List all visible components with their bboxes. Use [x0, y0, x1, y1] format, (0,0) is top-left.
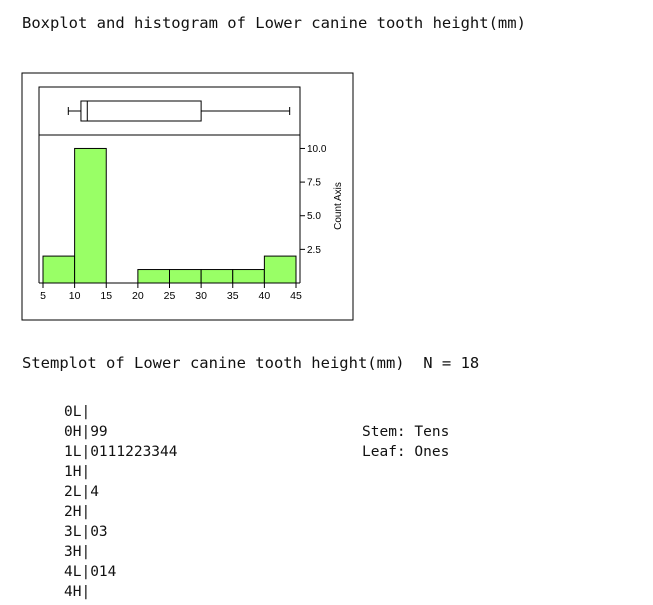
histogram-boxplot-figure: 5 10 15 20 25 30 35 40 45 10.0 7.5 5.0 2.5 Count Ax…: [21, 72, 354, 321]
count-tick-label: 7.5: [307, 178, 321, 189]
x-tick-label: 25: [164, 290, 176, 302]
boxplot-box: [80, 100, 202, 122]
stemplot-row: 1L|0111223344: [64, 444, 178, 460]
count-tick-label: 5.0: [307, 211, 321, 222]
x-axis-ticks: 5 10 15 20 25 30 35 40 45: [40, 283, 302, 302]
x-tick-label: 15: [100, 290, 112, 302]
stem-note: Stem: Tens: [362, 424, 450, 440]
chart-title: Boxplot and histogram of Lower canine to…: [22, 14, 526, 32]
stemplot-row: 0H|99: [64, 424, 108, 440]
stemplot-row: 2H|: [64, 504, 91, 520]
x-tick-label: 35: [227, 290, 239, 302]
histogram-bar: [74, 147, 107, 284]
count-axis-ticks: 10.0 7.5 5.0 2.5: [300, 144, 327, 256]
stemplot-row: 4L|014: [64, 564, 117, 580]
stemplot-title: Stemplot of Lower canine tooth height(mm…: [22, 354, 480, 372]
stemplot-row: 4H|: [64, 584, 91, 600]
boxplot: [67, 100, 291, 122]
x-tick-label: 40: [259, 290, 271, 302]
count-tick-label: 2.5: [307, 245, 321, 256]
x-tick-label: 45: [290, 290, 302, 302]
count-tick-label: 10.0: [307, 144, 327, 155]
leaf-note: Leaf: Ones: [362, 444, 450, 460]
histogram-bar: [232, 269, 265, 284]
histogram-bar: [42, 255, 76, 284]
stemplot-row: 0L|: [64, 404, 91, 420]
stemplot-legend: Stem: Tens Leaf: Ones: [362, 422, 449, 462]
stemplot-row: 2L|4: [64, 484, 99, 500]
stemplot-rows: 0L| 0H|99 1L|0111223344 1H| 2L|4 2H| 3L|03 3H| 4…: [64, 402, 178, 602]
histogram-bar: [137, 269, 170, 284]
stemplot-row: 3L|03: [64, 524, 108, 540]
x-tick-label: 30: [195, 290, 207, 302]
x-tick-label: 5: [40, 290, 46, 302]
x-tick-label: 20: [132, 290, 144, 302]
stemplot-row: 3H|: [64, 544, 91, 560]
histogram-bar: [200, 269, 234, 284]
stemplot-row: 1H|: [64, 464, 91, 480]
count-axis-label: Count Axis: [333, 182, 344, 230]
histogram-bar: [169, 269, 202, 284]
x-tick-label: 10: [69, 290, 81, 302]
histogram-bar: [263, 255, 297, 284]
histogram-bars: [42, 147, 297, 284]
